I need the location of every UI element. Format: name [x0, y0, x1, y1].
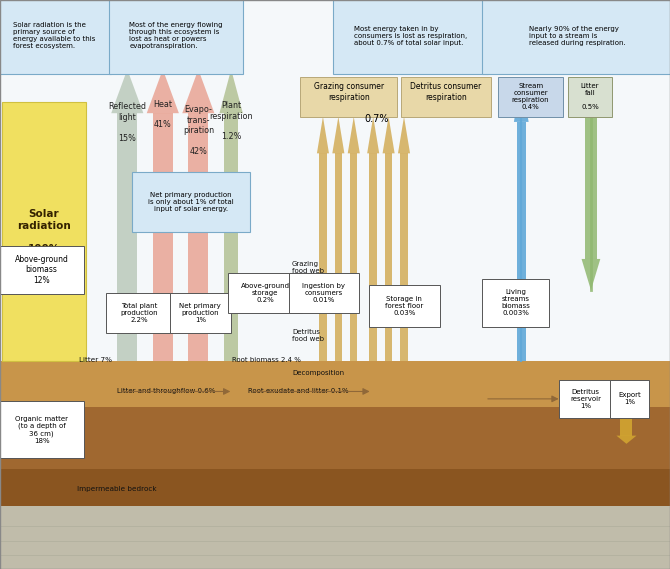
FancyBboxPatch shape	[132, 172, 250, 232]
Polygon shape	[317, 117, 329, 153]
Polygon shape	[582, 259, 600, 290]
Polygon shape	[111, 69, 143, 113]
Text: Above-ground
biomass
12%: Above-ground biomass 12%	[15, 255, 68, 285]
Bar	[369, 153, 377, 361]
Bar	[319, 153, 327, 361]
Text: Detritus consumer
respiration: Detritus consumer respiration	[410, 83, 482, 102]
Bar	[498, 77, 563, 117]
Text: Reflected
light

15%: Reflected light 15%	[109, 102, 146, 143]
Bar	[385, 153, 393, 361]
Text: Grazing consumer
respiration: Grazing consumer respiration	[314, 83, 384, 102]
Bar	[517, 122, 526, 361]
Text: Litter 7%: Litter 7%	[79, 357, 112, 362]
Text: Detritus
food web: Detritus food web	[292, 329, 324, 342]
Text: Ingestion by
consumers
0.01%: Ingestion by consumers 0.01%	[302, 283, 346, 303]
FancyBboxPatch shape	[333, 0, 488, 74]
Bar	[400, 153, 408, 361]
Bar	[568, 77, 612, 117]
Text: Root biomass 2.4 %: Root biomass 2.4 %	[232, 357, 301, 362]
FancyBboxPatch shape	[482, 279, 549, 327]
Polygon shape	[398, 117, 410, 153]
Text: Heat

41%: Heat 41%	[153, 100, 172, 129]
Text: Decomposition: Decomposition	[292, 370, 344, 376]
Bar	[334, 153, 342, 361]
Bar	[117, 113, 137, 361]
Text: Net primary
production
1%: Net primary production 1%	[180, 303, 221, 323]
Text: Living
streams
biomass
0.003%: Living streams biomass 0.003%	[501, 290, 531, 316]
Polygon shape	[182, 69, 214, 113]
Text: Solar radiation is the
primary source of
energy available to this
forest ecosyst: Solar radiation is the primary source of…	[13, 22, 95, 50]
Bar	[0, 469, 670, 506]
FancyBboxPatch shape	[369, 284, 440, 327]
Polygon shape	[616, 436, 636, 444]
Bar	[153, 113, 173, 361]
Polygon shape	[367, 117, 379, 153]
Text: Evapo-
trans-
piration

42%: Evapo- trans- piration 42%	[183, 105, 214, 156]
Polygon shape	[348, 117, 360, 153]
Text: Storage in
forest floor
0.03%: Storage in forest floor 0.03%	[385, 296, 423, 316]
Text: Above-ground
storage
0.2%: Above-ground storage 0.2%	[241, 283, 290, 303]
Text: Most energy taken in by
consumers is lost as respiration,
about 0.7% of total so: Most energy taken in by consumers is los…	[354, 26, 467, 46]
Bar	[350, 153, 358, 361]
Text: Most of the energy flowing
through this ecosystem is
lost as heat or powers
evap: Most of the energy flowing through this …	[129, 22, 222, 50]
Polygon shape	[147, 69, 179, 113]
Text: Organic matter
(to a depth of
36 cm)
18%: Organic matter (to a depth of 36 cm) 18%	[15, 415, 68, 444]
Text: Litter
fall

0.5%: Litter fall 0.5%	[581, 83, 599, 110]
FancyBboxPatch shape	[106, 293, 173, 333]
Bar	[620, 398, 632, 436]
Text: Grazing
food web: Grazing food web	[292, 261, 324, 274]
Bar	[586, 117, 596, 259]
Text: Nearly 90% of the energy
input to a stream is
released during respiration.: Nearly 90% of the energy input to a stre…	[529, 26, 626, 46]
Text: Litter and throughflow 0.6%: Litter and throughflow 0.6%	[117, 389, 216, 394]
Bar	[300, 77, 397, 117]
Text: Impermeable bedrock: Impermeable bedrock	[77, 486, 157, 492]
Bar	[224, 113, 239, 361]
Text: Export
1%: Export 1%	[618, 393, 641, 405]
Text: Plant
respiration

1.2%: Plant respiration 1.2%	[210, 101, 253, 142]
Bar	[401, 77, 491, 117]
Polygon shape	[514, 80, 529, 122]
Text: 0.7%: 0.7%	[364, 114, 389, 124]
Bar	[2, 102, 86, 361]
Polygon shape	[332, 117, 344, 153]
Bar	[0, 361, 670, 407]
Bar	[0, 0, 670, 361]
FancyBboxPatch shape	[0, 401, 84, 458]
Bar	[0, 506, 670, 569]
Text: Total plant
production
2.2%: Total plant production 2.2%	[121, 303, 158, 323]
FancyBboxPatch shape	[170, 293, 231, 333]
Text: Root exudate and litter 0.1%: Root exudate and litter 0.1%	[248, 389, 348, 394]
FancyBboxPatch shape	[289, 273, 359, 313]
Text: Stream
consumer
respiration
0.4%: Stream consumer respiration 0.4%	[512, 83, 549, 110]
Polygon shape	[383, 117, 395, 153]
Text: Net primary production
is only about 1% of total
input of solar energy.: Net primary production is only about 1% …	[148, 192, 234, 212]
FancyBboxPatch shape	[559, 380, 612, 418]
FancyBboxPatch shape	[109, 0, 243, 74]
Text: Solar
radiation

100%: Solar radiation 100%	[17, 209, 71, 254]
Bar	[0, 407, 670, 469]
Bar	[188, 113, 208, 361]
FancyBboxPatch shape	[228, 273, 302, 313]
FancyBboxPatch shape	[0, 0, 111, 74]
FancyBboxPatch shape	[482, 0, 670, 74]
Polygon shape	[219, 69, 243, 113]
FancyBboxPatch shape	[610, 380, 649, 418]
FancyBboxPatch shape	[0, 246, 84, 294]
Text: Detritus
reservoir
1%: Detritus reservoir 1%	[570, 389, 601, 409]
